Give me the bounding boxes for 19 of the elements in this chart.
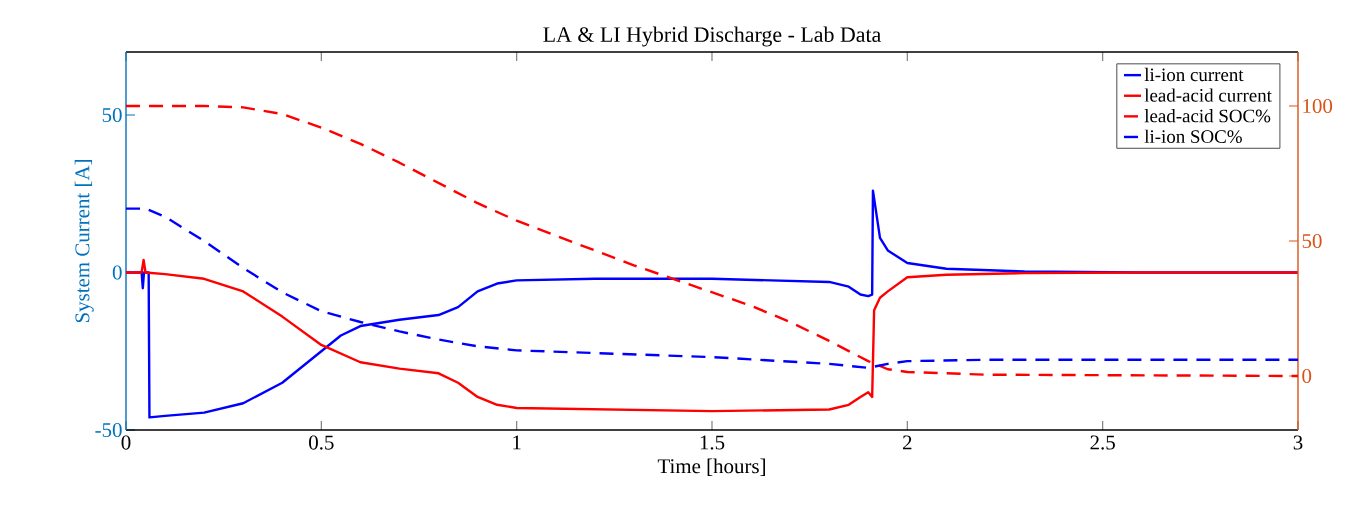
legend-label: lead-acid current (1144, 88, 1272, 102)
legend-label: li-ion SOC% (1144, 129, 1242, 144)
x-tick-label: 1 (513, 435, 521, 450)
x-tick-label: 0.5 (309, 435, 334, 450)
x-tick-label: 2.5 (1090, 435, 1115, 450)
x-tick-label: 3 (1293, 435, 1303, 450)
y2-tick-label: 100 (1303, 98, 1333, 114)
y-tick-label: -50 (95, 422, 122, 438)
x-axis-title: Time [hours] (657, 458, 765, 476)
y2-tick-label: 0 (1302, 368, 1312, 384)
legend-label: li-ion current (1144, 67, 1244, 82)
y-tick-label: 50 (102, 107, 122, 123)
legend-label: lead-acid SOC% (1144, 109, 1271, 123)
x-tick-label: 2 (903, 435, 912, 450)
y-tick-label: 0 (112, 265, 122, 280)
y-axis-title: System Current [A] (74, 160, 94, 323)
chart-title: LA & LI Hybrid Discharge - Lab Data (543, 26, 881, 47)
x-tick-label: 1.5 (700, 435, 725, 450)
y2-tick-label: 50 (1302, 233, 1322, 249)
